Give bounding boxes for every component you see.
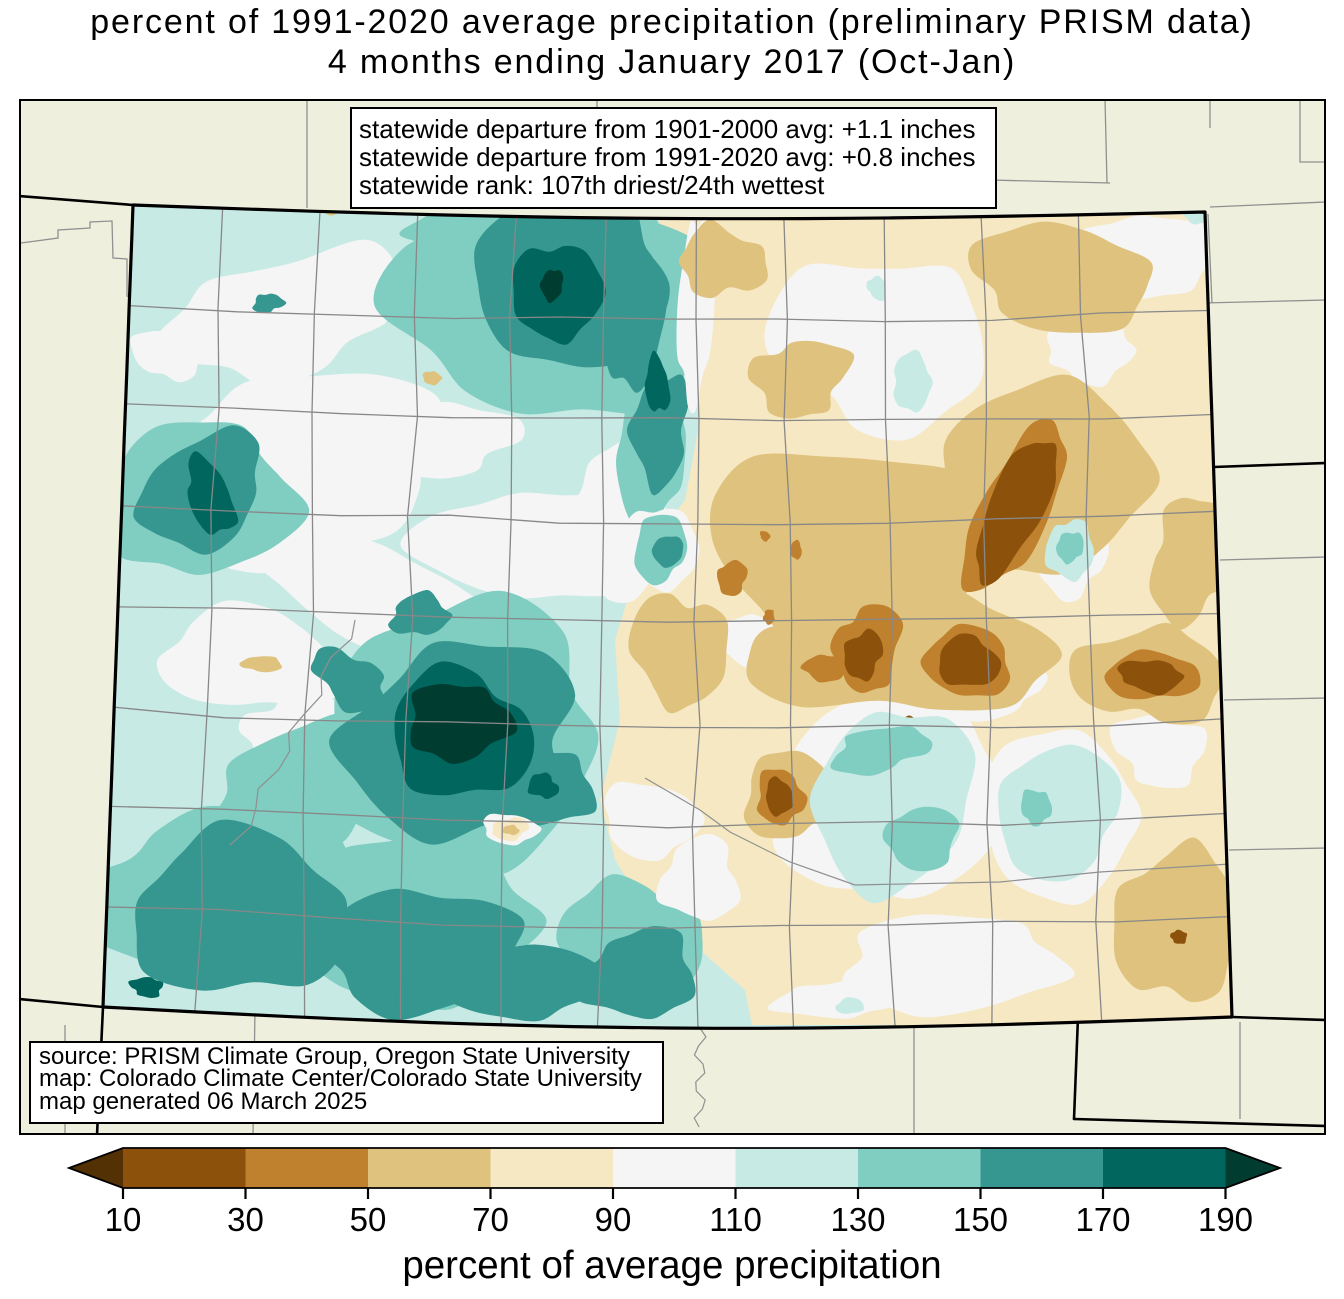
svg-text:110: 110	[709, 1201, 762, 1238]
svg-text:150: 150	[953, 1201, 1008, 1238]
svg-text:30: 30	[227, 1201, 264, 1238]
svg-text:50: 50	[350, 1201, 387, 1238]
svg-text:190: 190	[1198, 1201, 1253, 1238]
svg-text:170: 170	[1075, 1201, 1130, 1238]
svg-text:90: 90	[595, 1201, 632, 1238]
svg-text:percent of average precipitati: percent of average precipitation	[402, 1244, 941, 1287]
svg-text:10: 10	[105, 1201, 142, 1238]
svg-text:70: 70	[472, 1201, 509, 1238]
svg-text:130: 130	[830, 1201, 885, 1238]
